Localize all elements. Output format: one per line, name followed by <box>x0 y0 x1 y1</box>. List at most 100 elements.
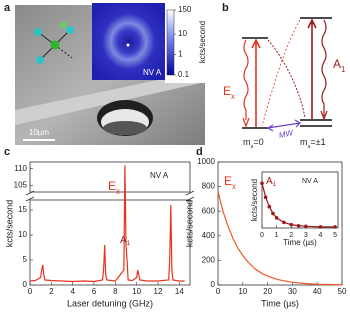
data-point <box>282 220 286 225</box>
x-tick-label: 50 <box>338 287 347 296</box>
annotation-sub: x <box>232 182 236 191</box>
axis-break <box>185 190 195 202</box>
x-tick-label: 30 <box>288 287 297 296</box>
x-tick-label: 10 <box>132 287 141 296</box>
x-tick-label: 0 <box>260 232 264 239</box>
y-tick-label: 600 <box>202 206 216 215</box>
annotation-main: E <box>108 179 116 193</box>
colorbar-tick-label: 10 <box>178 29 187 38</box>
y-tick-label: 5 <box>23 255 28 264</box>
x-tick-label: 6 <box>92 287 97 296</box>
x-tick-label: 0 <box>28 287 33 296</box>
annotation-main: E <box>224 174 232 188</box>
y-axis-label: kcts/second <box>184 200 194 248</box>
x-tick-label: 10 <box>238 287 247 296</box>
y-tick-label: 0 <box>23 280 28 289</box>
atom-n <box>50 40 60 50</box>
x-tick-label: 2 <box>49 287 54 296</box>
panel-label: c <box>4 146 10 158</box>
sem-ridge <box>15 70 205 125</box>
y-axis-label: kcts/second <box>250 179 259 221</box>
colorbar-label: kcts/second <box>198 21 207 63</box>
axes-frame <box>217 161 343 286</box>
y-axis-label: kcts/second <box>4 200 14 248</box>
data-point <box>260 181 264 185</box>
level-label-rest: =±1 <box>310 137 325 147</box>
pl-image <box>92 3 165 80</box>
data-point <box>274 216 279 220</box>
data-point <box>267 204 272 209</box>
annotation: NV A <box>302 178 318 185</box>
x-tick-label: 2 <box>289 232 293 239</box>
ex-emission <box>242 39 250 128</box>
panel-label: b <box>222 2 229 14</box>
level-label-sub: s <box>308 144 311 150</box>
isc-path <box>267 39 306 119</box>
transition-label-main: E <box>223 84 231 98</box>
inset-label: NV A <box>143 68 162 77</box>
y-tick-label: 200 <box>202 256 216 265</box>
panel-label: d <box>196 146 203 158</box>
data-point <box>263 195 268 199</box>
molecule-label: N <box>60 21 66 30</box>
data-point <box>333 225 337 229</box>
annotation: A1 <box>266 176 277 189</box>
mw-label: MW <box>278 128 295 140</box>
level-label: ms=0 <box>243 137 264 149</box>
annotation-sub: 1 <box>273 181 277 188</box>
x-tick-label: 1 <box>275 232 279 239</box>
x-axis-label: Laser detuning (GHz) <box>67 298 153 308</box>
ex-arrow <box>251 38 261 127</box>
y-tick-label: 10 <box>18 230 27 239</box>
x-axis-label: Time (µs) <box>283 238 317 247</box>
data-line <box>217 191 343 286</box>
transition-label: A1 <box>333 57 345 73</box>
y-tick-label: 110 <box>14 164 27 173</box>
annotation-sub: 1 <box>127 240 131 247</box>
x-tick-label: 5 <box>333 232 337 239</box>
axes-frame <box>29 161 191 193</box>
molecule <box>34 26 74 64</box>
y-tick-label: 1000 <box>197 157 215 166</box>
colorbar-tick-label: 1 <box>178 50 183 59</box>
scale-bar-label: 10µm <box>29 128 50 137</box>
isc-path <box>261 19 301 127</box>
a1-emission <box>320 19 328 121</box>
annotation: Ex <box>224 174 236 190</box>
y-tick-label: 105 <box>14 180 28 189</box>
colorbar-tick-label: 0.1 <box>178 70 190 79</box>
axes-frame <box>29 199 191 286</box>
atom <box>34 28 42 36</box>
level-label: ms=±1 <box>300 137 326 149</box>
level-label-main: m <box>243 137 251 147</box>
x-tick-label: 40 <box>313 287 322 296</box>
level-label-rest: =0 <box>253 137 263 147</box>
x-tick-label: 0 <box>216 287 221 296</box>
a1-arrow <box>307 18 317 119</box>
transition-label-main: A <box>333 57 341 71</box>
x-tick-label: 8 <box>113 287 118 296</box>
inset-bg <box>262 172 338 228</box>
x-tick-label: 14 <box>175 287 184 296</box>
mw-arrow <box>266 119 301 132</box>
atom <box>66 26 74 34</box>
annotation: A1 <box>120 235 131 248</box>
annotation-sub: x <box>116 187 120 196</box>
data-point <box>318 225 323 229</box>
axes-frame <box>261 171 339 229</box>
transition-label: Ex <box>223 84 235 100</box>
bond <box>54 44 73 59</box>
transition-label-sub: x <box>231 92 235 101</box>
panel-label: a <box>4 2 11 14</box>
data-point <box>289 222 294 227</box>
y-tick-label: 400 <box>202 231 216 240</box>
y-tick-label: 0 <box>211 280 216 289</box>
x-tick-label: 3 <box>304 232 308 239</box>
x-tick-label: 4 <box>70 287 75 296</box>
atom <box>36 56 44 64</box>
x-tick-label: 4 <box>319 232 323 239</box>
x-axis-label: Time (µs) <box>261 298 299 308</box>
level-label-main: m <box>300 137 308 147</box>
nv-spot <box>126 43 130 47</box>
